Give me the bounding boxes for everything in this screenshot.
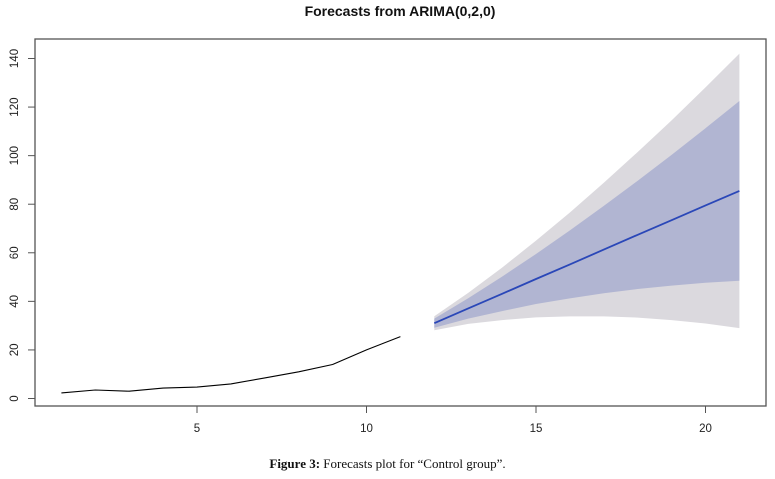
x-tick-label: 20 <box>699 423 712 435</box>
x-axis: 5 10 15 20 <box>194 406 712 435</box>
plot-frame <box>34 38 767 407</box>
y-tick-label: 0 <box>9 395 21 401</box>
forecast-chart: Forecasts from ARIMA(0,2,0) 020406080100… <box>9 3 767 435</box>
caption-label: Figure 3: <box>269 456 321 471</box>
y-tick-label: 40 <box>9 295 21 308</box>
plot-area <box>61 53 740 394</box>
x-tick-label: 10 <box>360 423 373 435</box>
x-tick-label: 15 <box>530 423 543 435</box>
y-tick-label: 100 <box>9 146 21 165</box>
y-axis: 0 20 40 60 80 100 120 140 <box>9 49 35 402</box>
y-tick-label: 140 <box>9 49 21 68</box>
x-tick-label: 5 <box>194 423 200 435</box>
chart-title: Forecasts from ARIMA(0,2,0) <box>305 3 496 19</box>
caption-text: Forecasts plot for “Control group”. <box>320 456 506 471</box>
prediction-interval-80 <box>434 101 740 328</box>
y-tick-label: 120 <box>9 98 21 117</box>
forecast-mean-line <box>433 190 740 325</box>
y-tick-label: 80 <box>9 198 21 211</box>
figure-caption: Figure 3: Forecasts plot for “Control gr… <box>0 456 775 472</box>
y-tick-label: 20 <box>9 344 21 357</box>
observed-series-line <box>61 336 401 394</box>
y-tick-label: 60 <box>9 246 21 259</box>
